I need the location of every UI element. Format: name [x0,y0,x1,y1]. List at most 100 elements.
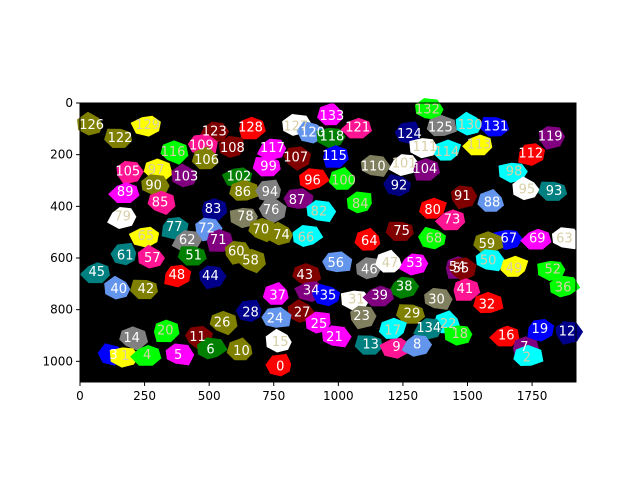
region-cell [287,299,315,323]
region-cell [489,325,520,347]
region-cell [477,189,505,212]
region-label: 66 [298,230,315,245]
region-cell [265,353,292,377]
region-label: 15 [272,335,289,350]
region-label: 117 [260,141,285,156]
region-cell [137,244,165,269]
region-label: 42 [138,282,155,297]
region-cell [323,145,349,168]
region-cell [413,158,441,181]
x-axis: 0 250 500 750 1000 1250 1500 1750 [76,382,547,403]
region-label: 89 [117,185,134,200]
region-cell [340,290,371,311]
region-label: 88 [484,195,501,210]
y-tick-label: 600 [50,251,73,265]
region-label: 108 [220,141,245,156]
region-label: 23 [353,309,370,324]
axes-frame [79,102,577,383]
region-label: 94 [262,185,279,200]
region-cell [256,138,287,161]
region-cell [418,226,446,250]
region-label: 98 [506,164,523,179]
region-label: 28 [242,305,259,320]
region-label: 109 [189,139,214,154]
region-cell [239,116,266,140]
region-cell [518,143,546,166]
region-label: 72 [198,221,215,236]
region-label: 51 [185,248,202,263]
y-tick-label: 800 [50,303,73,317]
region-label: 79 [114,210,131,225]
region-label: 55 [453,261,470,276]
region-cell [283,188,314,209]
region-label: 58 [242,254,259,269]
region-label: 43 [296,268,313,283]
region-cell [362,285,394,307]
region-cell [226,337,253,361]
region-cell [426,115,457,137]
region-cell [375,249,403,273]
region-label: 67 [501,232,518,247]
region-label: 74 [273,228,290,243]
region-label: 124 [397,127,422,142]
region-label: 47 [382,256,399,271]
region-label: 105 [115,164,140,179]
region-label: 59 [479,237,496,252]
region-cell [322,325,352,348]
region-label: 107 [283,150,308,165]
region-label: 133 [319,109,344,124]
region-cell [119,326,149,351]
region-cell [444,325,473,346]
region-label: 54 [449,260,466,275]
region-label: 99 [260,159,277,174]
region-cell [130,345,162,366]
region-cell [415,98,444,120]
region-cell [219,135,244,158]
x-tick-label: 1250 [388,389,419,403]
region-cell [513,344,544,366]
region-label: 103 [174,170,199,185]
region-cell [229,179,260,201]
region-label: 127 [283,119,308,134]
region-label: 121 [345,121,370,136]
region-cell [394,121,421,144]
region-label: 129 [135,118,160,133]
region-label: 13 [362,338,379,353]
region-label: 76 [263,203,280,218]
region-cell [79,262,110,284]
region-label: 41 [457,282,474,297]
region-label: 85 [152,195,169,210]
region-label: 17 [384,323,401,338]
region-label: 32 [479,298,496,313]
region-cell [328,167,355,190]
region-label: 20 [157,323,174,338]
region-cell [164,264,192,288]
region-label: 34 [303,283,320,298]
region-label: 115 [322,149,347,164]
region-cell [473,231,504,253]
region-cell [549,275,581,298]
region-cell [527,319,555,342]
region-cell [473,291,504,314]
region-label: 5 [174,348,182,363]
region-label: 111 [412,140,437,155]
region-label: 75 [393,224,410,239]
region-cell [399,253,429,276]
region-label: 52 [544,263,561,278]
region-label: 122 [108,131,133,146]
region-cell [424,287,453,310]
y-tick-label: 1000 [42,354,73,368]
region-cell [130,115,161,137]
region-label: 25 [311,317,328,332]
region-label: 40 [110,282,127,297]
region-cell [401,334,433,357]
region-label: 68 [426,232,443,247]
region-cell [258,199,287,224]
region-label: 27 [294,305,311,320]
region-cell [378,317,407,339]
region-label: 132 [415,102,440,117]
x-tick-label: 1750 [517,389,548,403]
region-label: 64 [361,234,378,249]
region-label: 113 [467,137,492,152]
